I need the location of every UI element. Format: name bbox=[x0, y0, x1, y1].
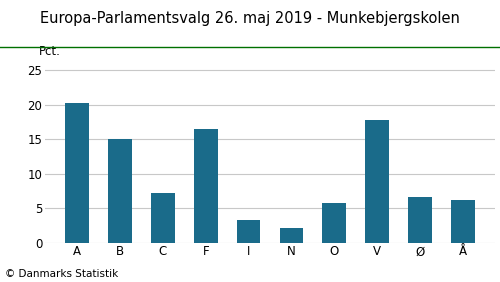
Text: © Danmarks Statistik: © Danmarks Statistik bbox=[5, 269, 118, 279]
Bar bbox=[66, 103, 89, 243]
Bar bbox=[280, 228, 303, 243]
Bar bbox=[237, 221, 260, 243]
Bar bbox=[451, 201, 474, 243]
Bar bbox=[194, 129, 218, 243]
Text: Pct.: Pct. bbox=[38, 45, 60, 58]
Text: Europa-Parlamentsvalg 26. maj 2019 - Munkebjergskolen: Europa-Parlamentsvalg 26. maj 2019 - Mun… bbox=[40, 11, 460, 26]
Bar bbox=[366, 120, 389, 243]
Bar bbox=[408, 197, 432, 243]
Bar bbox=[108, 139, 132, 243]
Bar bbox=[322, 203, 346, 243]
Bar bbox=[151, 193, 174, 243]
